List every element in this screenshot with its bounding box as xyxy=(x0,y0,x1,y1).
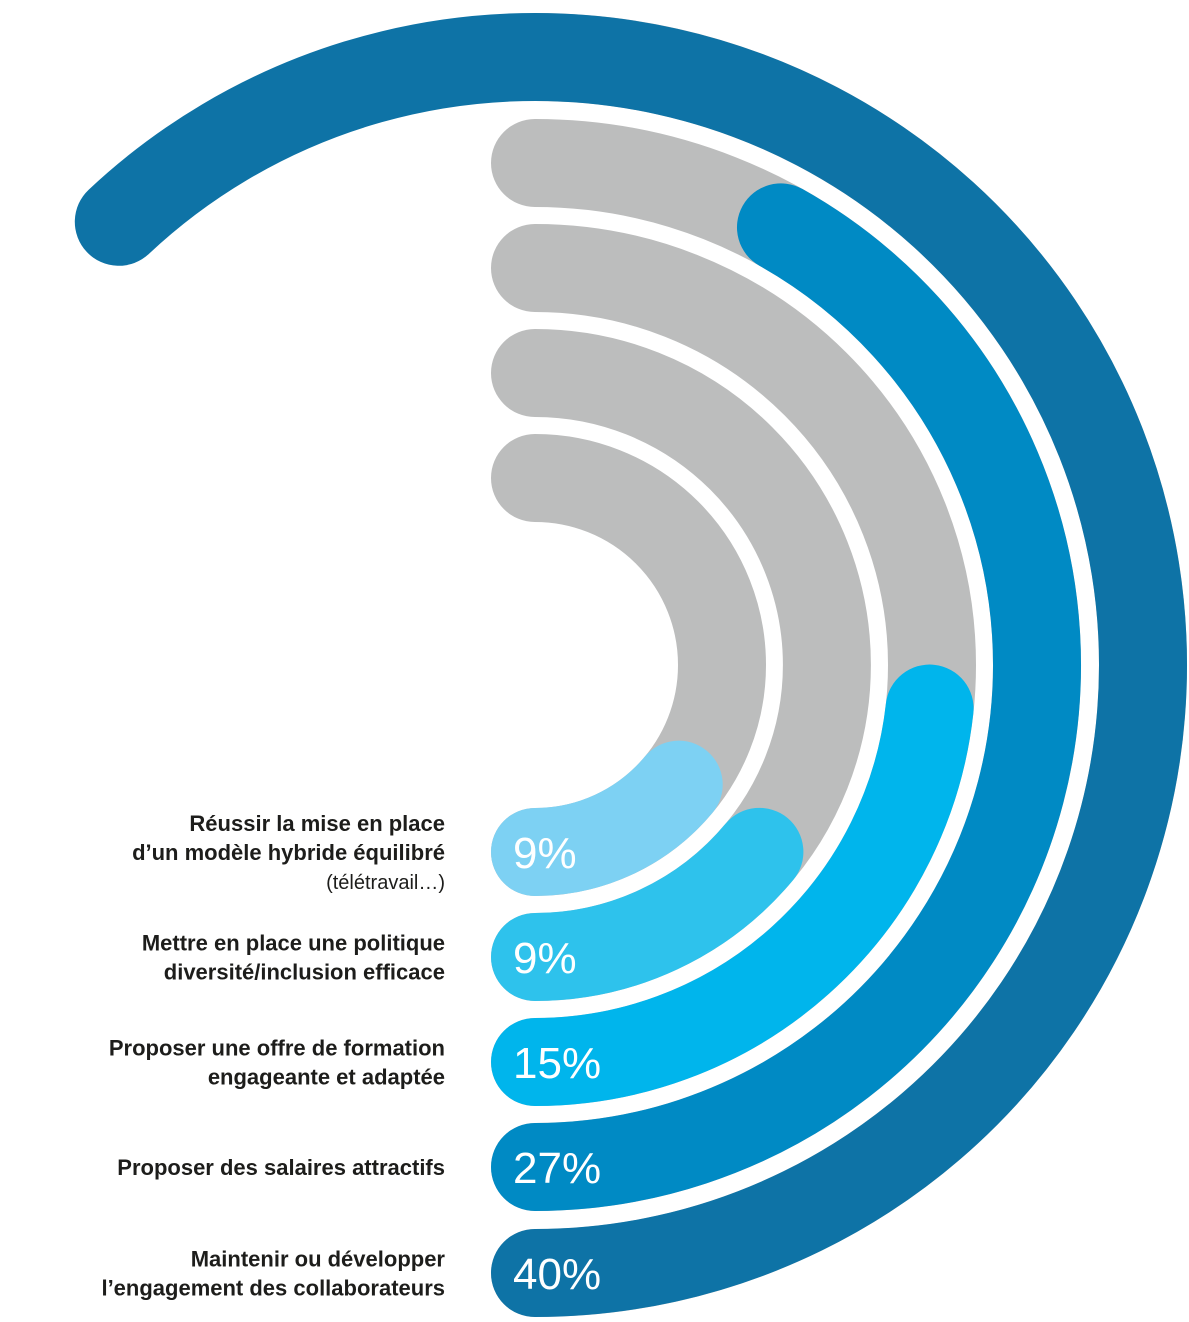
value-label: 9% xyxy=(513,829,577,878)
value-label: 40% xyxy=(513,1250,601,1299)
category-label-line: diversité/inclusion efficace xyxy=(164,960,445,985)
category-label-line: engageante et adaptée xyxy=(208,1065,445,1090)
bar-arc xyxy=(74,13,1187,1317)
value-label: 15% xyxy=(513,1039,601,1088)
bar-arc xyxy=(491,807,804,1001)
category-label: Réussir la mise en place d’un modèle hybr… xyxy=(132,811,445,894)
category-label-line: Réussir la mise en place xyxy=(189,811,445,836)
bar-arc xyxy=(491,740,723,896)
category-label-line: d’un modèle hybride équilibré xyxy=(132,840,445,865)
category-label-line: Proposer une offre de formation xyxy=(109,1036,445,1061)
bar-arc xyxy=(491,183,1081,1211)
value-label: 9% xyxy=(513,934,577,983)
category-label: Maintenir ou développer l’engagement des … xyxy=(101,1247,445,1301)
category-label: Proposer une offre de formation engageant… xyxy=(109,1036,445,1090)
category-label: Proposer des salaires attractifs xyxy=(117,1155,445,1180)
category-label-line: Maintenir ou développer xyxy=(191,1247,446,1272)
category-label: Mettre en place une politique diversité/i… xyxy=(142,931,445,985)
chart-category-labels: Réussir la mise en place d’un modèle hybr… xyxy=(101,811,445,1301)
category-label-line: Mettre en place une politique xyxy=(142,931,445,956)
value-label: 27% xyxy=(513,1144,601,1193)
chart-value-labels: 9% 9% 15% 27% 40% xyxy=(513,829,601,1299)
chart-bars xyxy=(74,13,1187,1317)
category-label-line: l’engagement des collaborateurs xyxy=(101,1276,445,1301)
category-sublabel: (télétravail…) xyxy=(326,872,445,894)
bar-arc xyxy=(491,664,974,1106)
category-label-line: Proposer des salaires attractifs xyxy=(117,1155,445,1180)
